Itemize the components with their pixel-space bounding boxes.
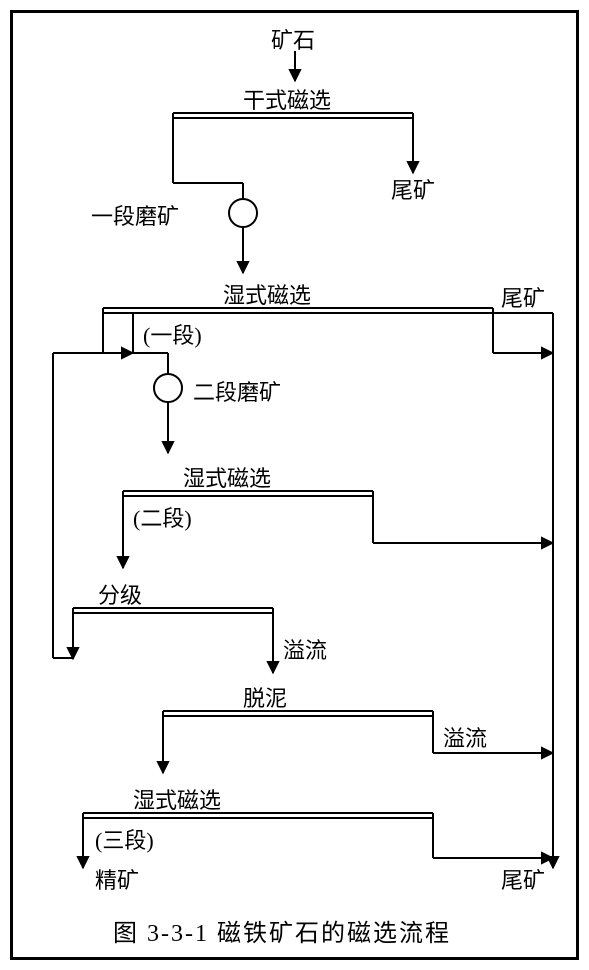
label-tailings-2: 尾矿 — [501, 281, 545, 313]
label-ore: 矿石 — [271, 23, 315, 55]
label-concentrate: 精矿 — [95, 863, 139, 895]
label-wet-ms-3: 湿式磁选 — [133, 783, 221, 815]
figure-caption: 图 3-3-1 磁铁矿石的磁选流程 — [113, 913, 451, 948]
label-stage3: (三段) — [95, 823, 154, 855]
label-wet-ms-2: 湿式磁选 — [183, 461, 271, 493]
label-tailings-1: 尾矿 — [391, 173, 435, 205]
label-grind2: 二段磨矿 — [193, 375, 281, 407]
label-dry-ms: 干式磁选 — [243, 83, 331, 115]
label-overflow-1: 溢流 — [283, 633, 327, 665]
diagram-frame: 矿石 干式磁选 一段磨矿 尾矿 湿式磁选 (一段) 尾矿 二段磨矿 湿式磁选 (… — [10, 10, 579, 960]
label-grind1: 一段磨矿 — [91, 199, 179, 231]
label-overflow-2: 溢流 — [443, 721, 487, 753]
label-deslime: 脱泥 — [243, 681, 287, 713]
label-classify: 分级 — [98, 578, 142, 610]
label-stage2: (二段) — [133, 501, 192, 533]
label-stage1: (一段) — [143, 318, 202, 350]
label-tailings-3: 尾矿 — [501, 863, 545, 895]
flowchart-svg — [13, 13, 576, 957]
label-wet-ms-1: 湿式磁选 — [223, 278, 311, 310]
